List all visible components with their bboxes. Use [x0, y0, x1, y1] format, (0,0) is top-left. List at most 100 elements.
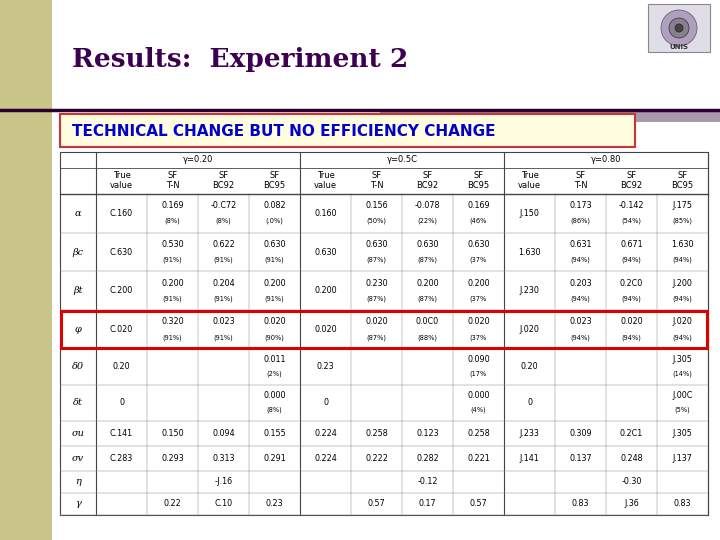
Text: (8%): (8%) — [266, 407, 282, 414]
Bar — [60, 152, 708, 515]
Text: True: True — [521, 172, 539, 180]
Text: -J.16: -J.16 — [215, 477, 233, 487]
Text: 0.23: 0.23 — [266, 500, 283, 509]
Text: BC92: BC92 — [621, 181, 642, 191]
Text: 0.630: 0.630 — [314, 248, 337, 256]
Text: 0.20: 0.20 — [521, 362, 539, 372]
Text: SF: SF — [575, 172, 585, 180]
Text: 0.200: 0.200 — [416, 279, 438, 288]
Bar — [0, 0, 52, 540]
Text: 0.83: 0.83 — [572, 500, 589, 509]
Text: J.36: J.36 — [624, 500, 639, 509]
Bar — [61, 310, 707, 348]
Text: 0.22: 0.22 — [163, 500, 181, 509]
Text: 0.090: 0.090 — [467, 355, 490, 364]
Text: C.020: C.020 — [110, 325, 133, 334]
Bar — [380, 110, 720, 122]
Text: (91%): (91%) — [265, 295, 284, 302]
Text: (87%): (87%) — [366, 295, 387, 302]
Text: T-N: T-N — [369, 181, 383, 191]
Text: 0.258: 0.258 — [467, 429, 490, 438]
Text: (8%): (8%) — [215, 218, 231, 224]
Text: J.305: J.305 — [672, 355, 693, 364]
Text: 0: 0 — [119, 399, 124, 407]
Text: 0.023: 0.023 — [212, 318, 235, 326]
Text: C.160: C.160 — [110, 209, 133, 218]
Text: BC92: BC92 — [416, 181, 438, 191]
Text: 0.137: 0.137 — [570, 454, 592, 463]
Text: C.141: C.141 — [110, 429, 133, 438]
Text: (86%): (86%) — [570, 218, 590, 224]
Text: 0.011: 0.011 — [264, 355, 286, 364]
Text: (91%): (91%) — [163, 334, 182, 341]
Text: 0.000: 0.000 — [467, 392, 490, 400]
Text: J.141: J.141 — [520, 454, 539, 463]
Text: T-N: T-N — [166, 181, 179, 191]
Text: φ: φ — [75, 325, 81, 334]
Text: SF: SF — [269, 172, 279, 180]
Text: η: η — [75, 477, 81, 487]
Text: 0.630: 0.630 — [467, 240, 490, 249]
Text: δt: δt — [73, 399, 83, 407]
Text: (22%): (22%) — [418, 218, 438, 224]
Text: (8%): (8%) — [165, 218, 181, 224]
Text: α: α — [75, 209, 81, 218]
Text: J.020: J.020 — [672, 318, 693, 326]
Text: (87%): (87%) — [366, 256, 387, 263]
Text: δ0: δ0 — [72, 362, 84, 372]
Text: SF: SF — [372, 172, 382, 180]
Text: -0.C72: -0.C72 — [210, 201, 237, 210]
Text: 0.200: 0.200 — [161, 279, 184, 288]
Text: -0.142: -0.142 — [618, 201, 644, 210]
Text: SF: SF — [168, 172, 178, 180]
Text: SF: SF — [626, 172, 636, 180]
Text: 0.082: 0.082 — [264, 201, 286, 210]
Text: 0.020: 0.020 — [264, 318, 286, 326]
Bar — [60, 114, 635, 147]
Text: 0.222: 0.222 — [365, 454, 388, 463]
Text: (4%): (4%) — [471, 407, 487, 414]
Text: 0.020: 0.020 — [620, 318, 643, 326]
Text: (94%): (94%) — [621, 256, 642, 263]
Text: 0.094: 0.094 — [212, 429, 235, 438]
Text: 0.320: 0.320 — [161, 318, 184, 326]
Text: (91%): (91%) — [163, 256, 182, 263]
Text: 0.83: 0.83 — [674, 500, 691, 509]
Text: 0.200: 0.200 — [467, 279, 490, 288]
Text: SF: SF — [474, 172, 484, 180]
Text: (91%): (91%) — [214, 295, 233, 302]
Text: BC95: BC95 — [467, 181, 490, 191]
Text: (87%): (87%) — [418, 256, 438, 263]
Text: J.00C: J.00C — [672, 392, 693, 400]
Text: -0.078: -0.078 — [415, 201, 440, 210]
Text: 0: 0 — [323, 399, 328, 407]
Text: (94%): (94%) — [672, 334, 693, 341]
Text: 0.020: 0.020 — [314, 325, 337, 334]
Text: TECHNICAL CHANGE BUT NO EFFICIENCY CHANGE: TECHNICAL CHANGE BUT NO EFFICIENCY CHANG… — [72, 124, 495, 138]
Text: 0.200: 0.200 — [314, 286, 337, 295]
Text: True: True — [317, 172, 334, 180]
Text: T-N: T-N — [574, 181, 588, 191]
Text: 0.313: 0.313 — [212, 454, 235, 463]
Text: (37%: (37% — [470, 334, 487, 341]
Text: J.150: J.150 — [520, 209, 539, 218]
Text: (2%): (2%) — [266, 371, 282, 377]
Text: J.230: J.230 — [520, 286, 539, 295]
Text: 0.160: 0.160 — [314, 209, 337, 218]
Text: BC95: BC95 — [264, 181, 286, 191]
Text: 0.203: 0.203 — [570, 279, 592, 288]
Text: (87%): (87%) — [418, 295, 438, 302]
Text: (94%): (94%) — [621, 334, 642, 341]
Circle shape — [675, 24, 683, 32]
Text: (85%): (85%) — [672, 218, 693, 224]
Text: 0.622: 0.622 — [212, 240, 235, 249]
Text: SF: SF — [678, 172, 688, 180]
Text: 0.023: 0.023 — [570, 318, 592, 326]
Text: 0.169: 0.169 — [467, 201, 490, 210]
Text: 0.221: 0.221 — [467, 454, 490, 463]
Text: J.137: J.137 — [672, 454, 693, 463]
Text: 0.000: 0.000 — [264, 392, 286, 400]
Text: -0.30: -0.30 — [621, 477, 642, 487]
Text: 0.530: 0.530 — [161, 240, 184, 249]
Text: (91%): (91%) — [214, 256, 233, 263]
